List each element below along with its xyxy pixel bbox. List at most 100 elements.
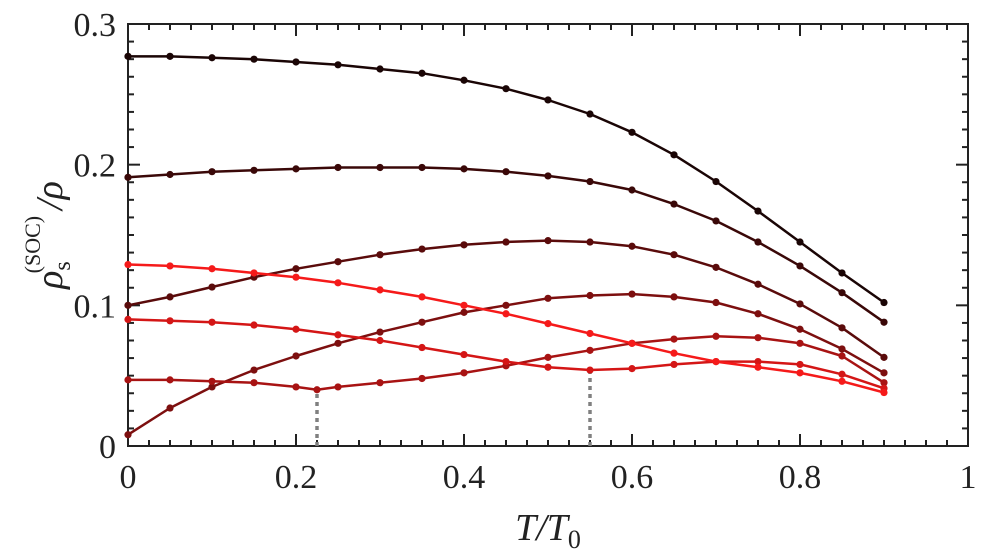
data-point (838, 377, 846, 385)
data-point (418, 343, 426, 352)
data-point (334, 61, 342, 69)
x-tick-label: 0.2 (275, 459, 318, 496)
data-point (166, 404, 174, 412)
data-point (292, 265, 300, 273)
data-point (544, 363, 552, 371)
data-point (166, 293, 174, 301)
data-point (628, 365, 636, 373)
data-point (670, 293, 678, 301)
y-tick-label: 0 (99, 429, 116, 466)
series-line (128, 335, 885, 391)
x-tick-label: 1 (960, 459, 977, 496)
y-axis-label-rho: ρ (29, 271, 71, 290)
data-point (880, 298, 888, 307)
data-point (460, 165, 468, 173)
series-group (124, 52, 888, 439)
data-point (166, 317, 174, 325)
data-point (544, 172, 552, 180)
data-point (628, 186, 636, 194)
data-point (586, 346, 594, 354)
data-point (670, 349, 678, 357)
data-point (292, 325, 300, 333)
data-point (586, 177, 594, 186)
data-point (880, 369, 888, 377)
data-point (208, 383, 216, 391)
data-point (376, 163, 384, 172)
data-point (502, 168, 510, 176)
data-point (628, 290, 636, 298)
data-point (586, 366, 594, 374)
data-point (376, 328, 384, 336)
data-point (502, 310, 510, 318)
data-point (712, 298, 720, 307)
data-point (880, 379, 888, 387)
y-axis-label: ρs (SOC) /ρ (20, 181, 76, 290)
data-point (796, 300, 804, 308)
data-point (418, 293, 426, 301)
data-point (460, 76, 468, 84)
data-point (124, 301, 132, 309)
y-axis-label-sub: s (50, 261, 76, 270)
data-point (292, 383, 300, 391)
data-point (796, 238, 804, 246)
data-point (628, 128, 636, 136)
data-point (544, 96, 552, 104)
data-point (208, 265, 216, 273)
data-point (166, 376, 174, 384)
x-axis-label-sub: 0 (568, 525, 581, 554)
data-point (334, 258, 342, 266)
data-point (754, 363, 762, 371)
data-point (334, 339, 342, 347)
data-point (250, 55, 258, 63)
data-point (208, 377, 216, 385)
data-point (670, 335, 678, 343)
data-point (838, 370, 846, 378)
x-tick-label: 0.8 (779, 459, 822, 496)
data-point (124, 173, 132, 181)
data-point (502, 301, 510, 309)
data-point (586, 291, 594, 300)
data-point (586, 110, 594, 118)
data-point (208, 54, 216, 62)
data-point (544, 320, 552, 328)
y-axis-label-sup: (SOC) (20, 216, 45, 273)
series-4 (124, 290, 888, 439)
data-point (670, 151, 678, 159)
data-point (796, 369, 804, 377)
data-point (586, 238, 594, 246)
data-point (292, 58, 300, 66)
data-point (712, 358, 720, 366)
y-tick-label: 0.1 (74, 288, 117, 325)
data-point (208, 318, 216, 326)
data-point (334, 163, 342, 172)
data-point (124, 315, 132, 323)
data-point (250, 321, 258, 329)
data-point (124, 376, 132, 384)
data-point (250, 269, 258, 277)
data-point (250, 379, 258, 387)
x-axis-label-main: T/T (515, 507, 571, 549)
data-point (460, 369, 468, 377)
x-tick-label: 0.6 (611, 459, 654, 496)
data-point (502, 85, 510, 93)
annotations (315, 370, 592, 446)
data-point (796, 325, 804, 333)
data-point (754, 280, 762, 288)
data-point (376, 379, 384, 387)
data-point (313, 386, 321, 394)
data-point (292, 352, 300, 360)
data-point (334, 331, 342, 339)
data-point (418, 374, 426, 383)
data-point (502, 238, 510, 246)
data-point (670, 360, 678, 369)
data-point (292, 273, 300, 281)
data-point (460, 308, 468, 316)
data-point (754, 358, 762, 366)
data-point (838, 352, 846, 360)
data-point (628, 242, 636, 250)
data-point (460, 350, 468, 359)
data-point (250, 166, 258, 174)
data-point (124, 260, 132, 269)
data-point (124, 431, 132, 439)
data-point (796, 262, 804, 270)
